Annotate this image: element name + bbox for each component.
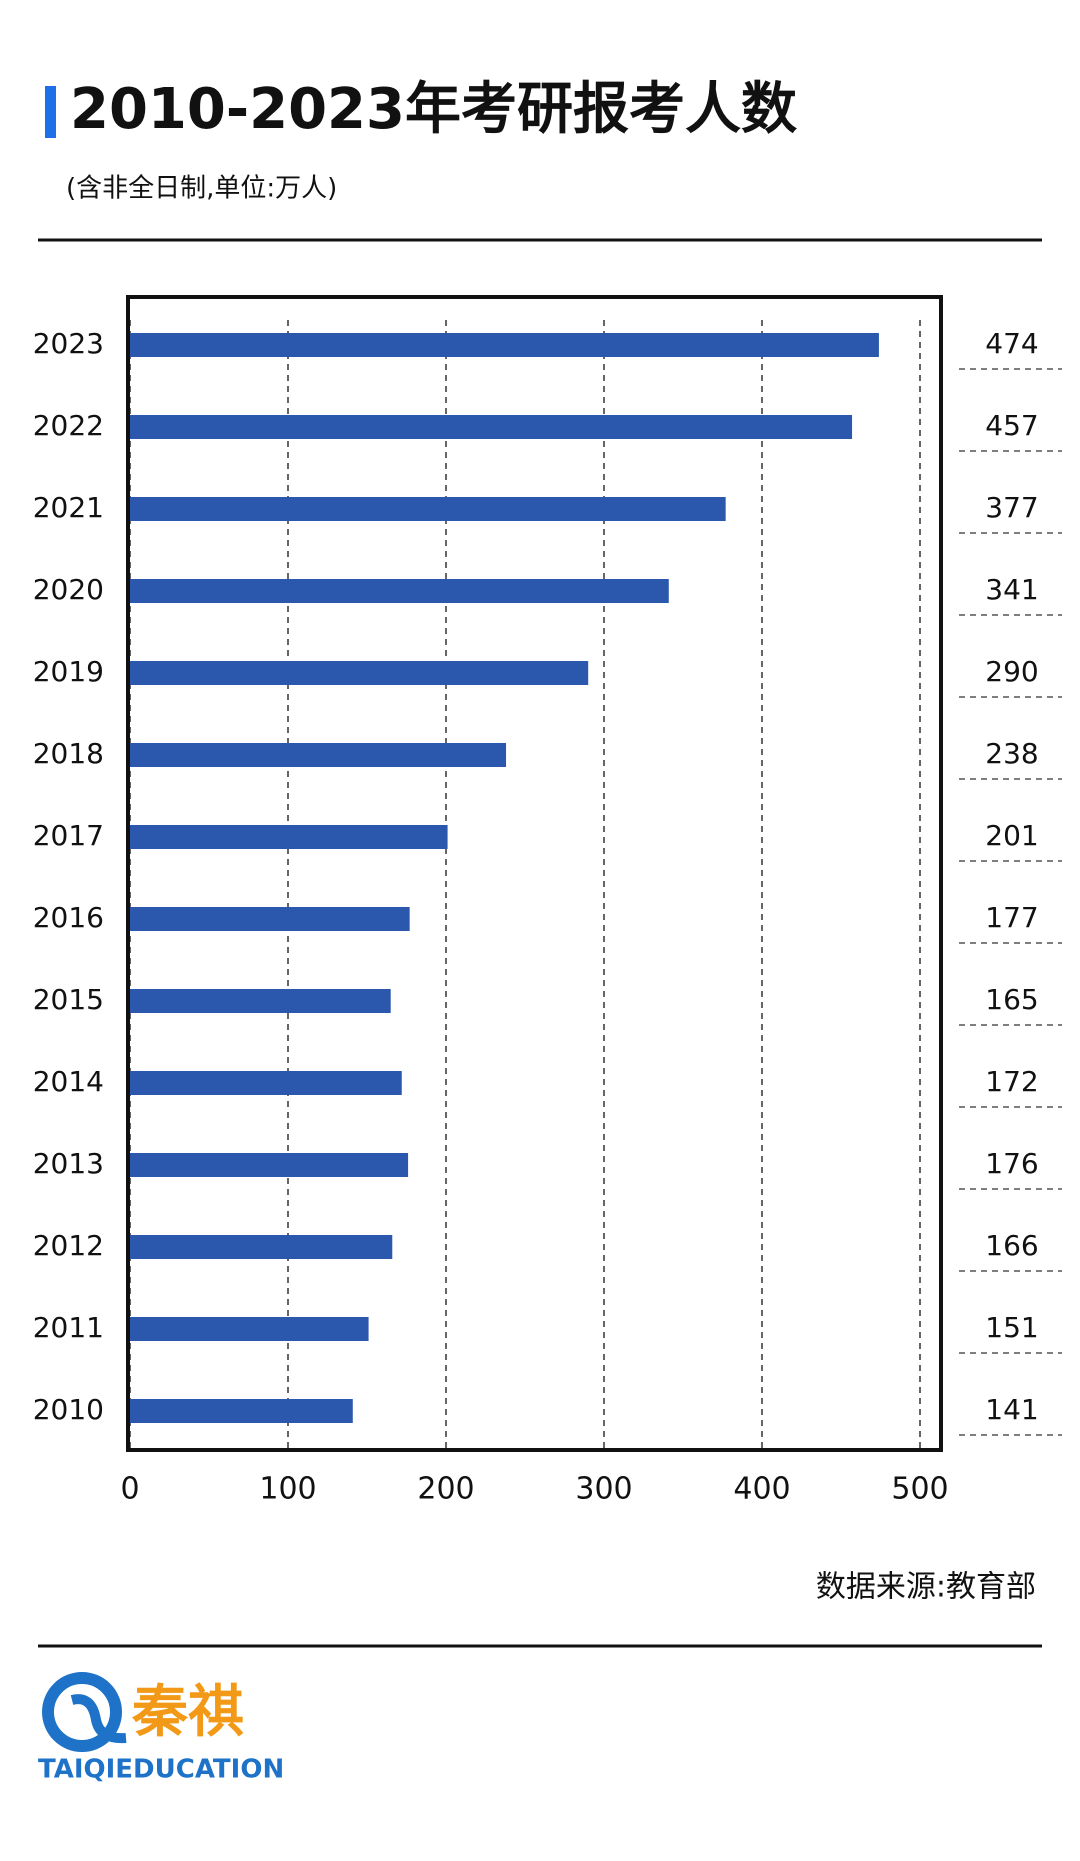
y-tick-label: 2021 (33, 491, 104, 524)
value-label: 177 (985, 901, 1038, 934)
value-label: 166 (985, 1229, 1038, 1262)
value-label: 238 (985, 737, 1038, 770)
logo-swirl (70, 1694, 127, 1744)
bar (130, 1153, 409, 1177)
logo: 秦祺 TAIQIEDUCATION (38, 1672, 284, 1785)
bar (130, 1317, 369, 1341)
value-label: 377 (985, 491, 1038, 524)
source: 数据来源:教育部 (816, 1570, 1036, 1605)
logo-text: TAIQIEDUCATION (38, 1755, 284, 1785)
y-tick-label: 2020 (33, 573, 104, 606)
y-tick-label: 2017 (33, 819, 104, 852)
bar (130, 333, 879, 357)
bar (130, 825, 448, 849)
bar (130, 1071, 402, 1095)
y-tick-label: 2012 (33, 1229, 104, 1262)
logo-mark (42, 1672, 122, 1752)
x-tick-label: 400 (733, 1472, 790, 1507)
y-tick-label: 2013 (33, 1147, 104, 1180)
y-tick-label: 2022 (33, 409, 104, 442)
y-tick-label: 2016 (33, 901, 104, 934)
value-label: 474 (985, 327, 1038, 360)
value-label: 457 (985, 409, 1038, 442)
value-label: 201 (985, 819, 1038, 852)
value-label: 141 (985, 1393, 1038, 1426)
bar (130, 415, 853, 439)
x-tick-label: 500 (891, 1472, 948, 1507)
y-tick-label: 2011 (33, 1311, 104, 1344)
x-tick-label: 100 (259, 1472, 316, 1507)
y-tick-label: 2010 (33, 1393, 104, 1426)
bar (130, 661, 589, 685)
y-tick-label: 2018 (33, 737, 104, 770)
chart-title: 2010-2023年考研报考人数 (70, 77, 797, 142)
value-label: 151 (985, 1311, 1038, 1344)
bar (130, 497, 726, 521)
y-tick-label: 2019 (33, 655, 104, 688)
y-tick-label: 2014 (33, 1065, 104, 1098)
value-label: 341 (985, 573, 1038, 606)
value-label: 176 (985, 1147, 1038, 1180)
plot-frame (126, 295, 943, 1452)
bar (130, 1235, 393, 1259)
bar (130, 743, 507, 767)
bar (130, 1399, 353, 1423)
chart-subtitle: (含非全日制,单位:万人) (66, 174, 337, 204)
value-label: 290 (985, 655, 1038, 688)
y-tick-label: 2015 (33, 983, 104, 1016)
value-label: 165 (985, 983, 1038, 1016)
bar (130, 907, 410, 931)
value-label: 172 (985, 1065, 1038, 1098)
logo-name: 秦祺 (131, 1680, 244, 1745)
bar (130, 579, 669, 603)
bar (130, 989, 391, 1013)
x-tick-label: 300 (575, 1472, 632, 1507)
x-tick-label: 0 (120, 1472, 139, 1507)
title-accent (45, 86, 56, 138)
x-tick-label: 200 (417, 1472, 474, 1507)
y-tick-label: 2023 (33, 327, 104, 360)
